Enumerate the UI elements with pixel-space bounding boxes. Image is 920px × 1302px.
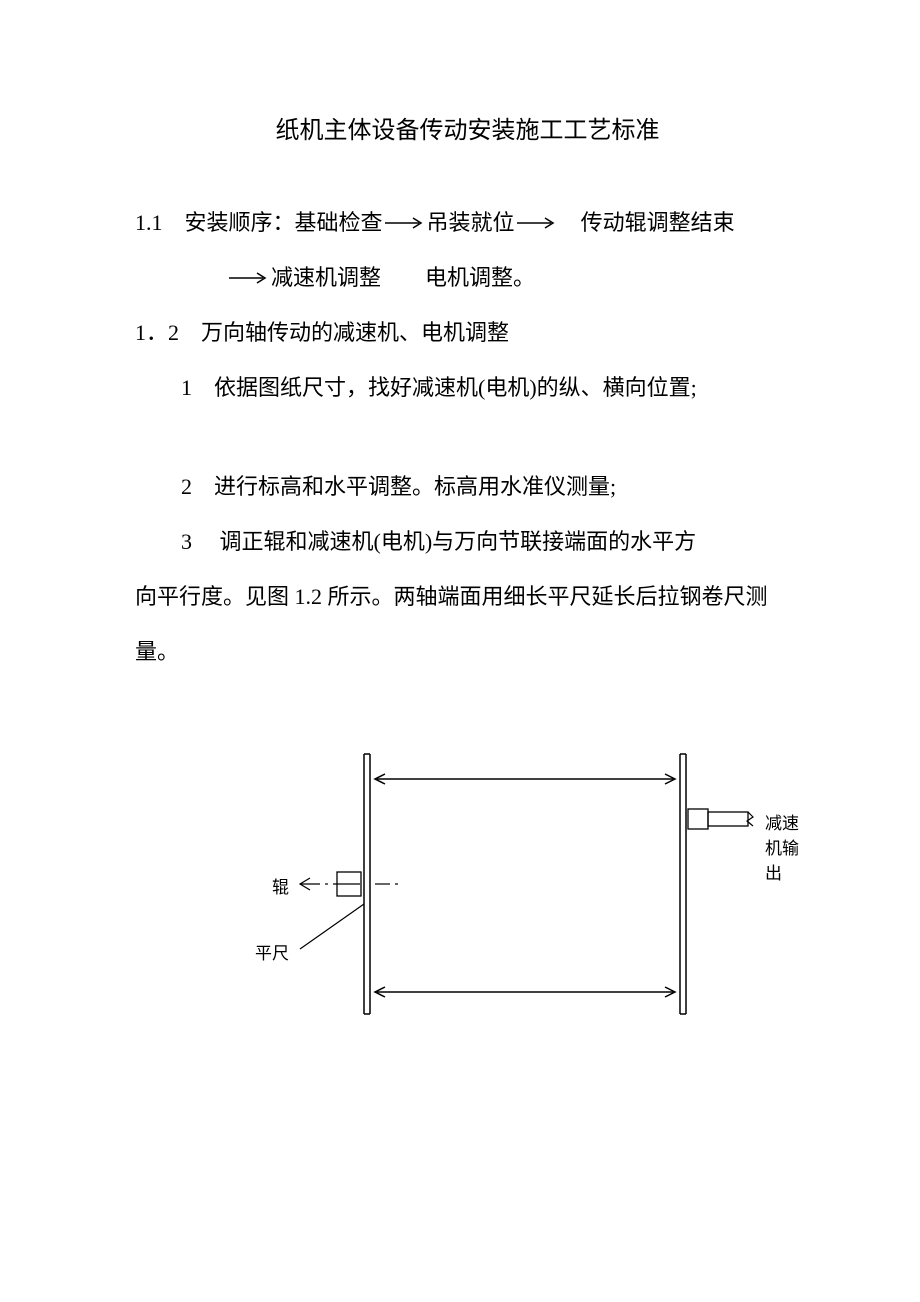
arrow-icon [383,216,427,230]
document-page: 纸机主体设备传动安装施工工艺标准 1.1 安装顺序： 基础检查 吊装就位 传动辊… [0,0,920,1139]
label-roller: 辊 [272,873,289,898]
figure-1-2: 辊 平尺 减速机输出 [135,739,800,1079]
spacer [135,415,800,459]
spacer [381,250,425,305]
section-1-2-heading: 1．2 万向轴传动的减速机、电机调整 [135,305,800,360]
sequence-row-1: 1.1 安装顺序： 基础检查 吊装就位 传动辊调整结束 [135,195,800,250]
arrow-icon [227,271,271,285]
sequence-label: 安装顺序： [185,195,295,250]
step-text: 传动辊调整结束 [581,195,735,250]
item-1: 1 依据图纸尺寸，找好减速机(电机)的纵、横向位置; [135,360,800,415]
page-title: 纸机主体设备传动安装施工工艺标准 [135,110,800,145]
section-1-1: 1.1 安装顺序： 基础检查 吊装就位 传动辊调整结束 减速机调整 [135,195,800,305]
step-text: 减速机调整 [271,250,381,305]
step-text: 吊装就位 [427,195,515,250]
spacer [205,250,227,305]
item-2: 2 进行标高和水平调整。标高用水准仪测量; [135,459,800,514]
label-output: 减速机输出 [765,809,800,884]
label-ruler: 平尺 [255,939,289,964]
arrow-icon [515,216,559,230]
item-3-line1: 3 调正辊和减速机(电机)与万向节联接端面的水平方 [135,514,800,569]
section-number: 1.1 [135,195,163,250]
spacer [163,195,185,250]
item-3-cont: 向平行度。见图 1.2 所示。两轴端面用细长平尺延长后拉钢卷尺测量。 [135,569,800,679]
diagram-svg [185,739,885,1039]
sequence-row-2: 减速机调整 电机调整。 [135,250,800,305]
step-text: 电机调整。 [425,250,535,305]
step-text: 基础检查 [295,195,383,250]
spacer [559,195,581,250]
